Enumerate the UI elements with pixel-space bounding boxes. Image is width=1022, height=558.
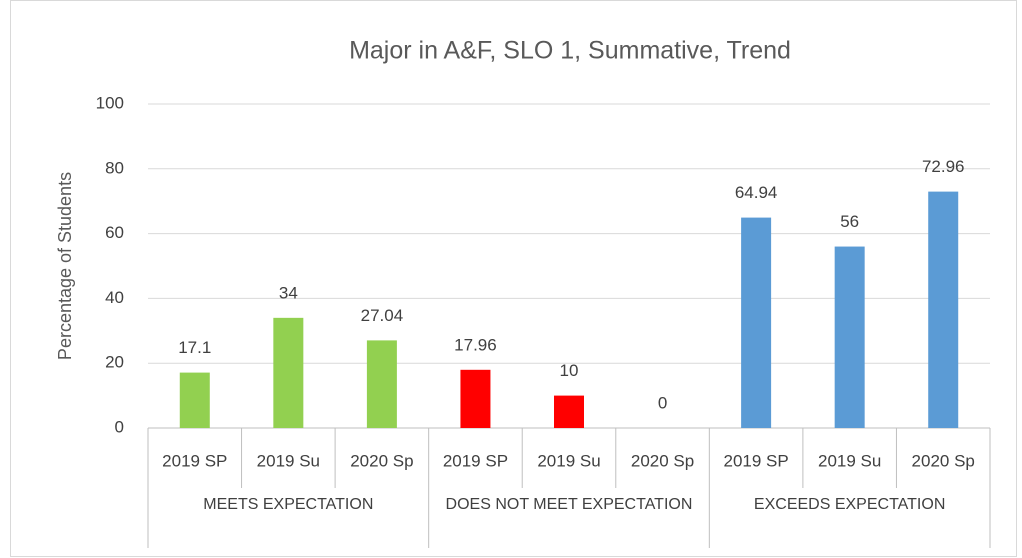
data-label: 27.04 — [361, 306, 404, 325]
data-label: 64.94 — [735, 183, 778, 202]
x-tick-label: 2019 SP — [723, 451, 788, 470]
group-label-box: DOES NOT MEET EXPECTATION — [445, 496, 693, 513]
group-label: MEETS EXPECTATION — [203, 496, 374, 513]
data-label: 0 — [658, 393, 667, 412]
x-tick-label: 2020 Sp — [350, 451, 413, 470]
data-label: 10 — [560, 361, 579, 380]
bar — [179, 372, 210, 428]
bar — [460, 369, 491, 428]
y-axis-label: Percentage of Students — [55, 172, 75, 360]
x-tick-label: 2019 SP — [162, 451, 227, 470]
data-label: 72.96 — [922, 157, 965, 176]
data-label: 56 — [840, 212, 859, 231]
data-label: 17.1 — [178, 338, 211, 357]
x-tick-label: 2020 Sp — [631, 451, 694, 470]
y-tick-label: 60 — [105, 223, 124, 242]
x-tick-label: 2019 SP — [443, 451, 508, 470]
group-label: DOES NOT MEET EXPECTATION — [445, 496, 693, 513]
x-tick-label: 2019 Su — [818, 451, 881, 470]
group-label-box: EXCEEDS EXPECTATION — [753, 496, 946, 513]
x-tick-label: 2019 Su — [537, 451, 600, 470]
bar — [554, 395, 584, 428]
group-label: EXCEEDS EXPECTATION — [753, 496, 946, 513]
y-tick-label: 0 — [115, 417, 124, 436]
bar — [928, 191, 959, 428]
y-tick-label: 40 — [105, 288, 124, 307]
x-tick-label: 2019 Su — [257, 451, 320, 470]
chart-border — [10, 0, 1017, 557]
group-label-box: MEETS EXPECTATION — [203, 496, 374, 513]
y-tick-label: 80 — [105, 158, 124, 177]
data-label: 17.96 — [454, 335, 497, 354]
x-tick-label: 2020 Sp — [912, 451, 975, 470]
y-tick-label: 20 — [105, 353, 124, 372]
y-tick-label: 100 — [96, 93, 124, 112]
chart-title: Major in A&F, SLO 1, Summative, Trend — [349, 37, 791, 65]
bar — [834, 246, 865, 428]
data-label: 34 — [279, 283, 298, 302]
bar — [741, 217, 772, 428]
bar — [273, 317, 304, 428]
bar — [366, 340, 397, 428]
